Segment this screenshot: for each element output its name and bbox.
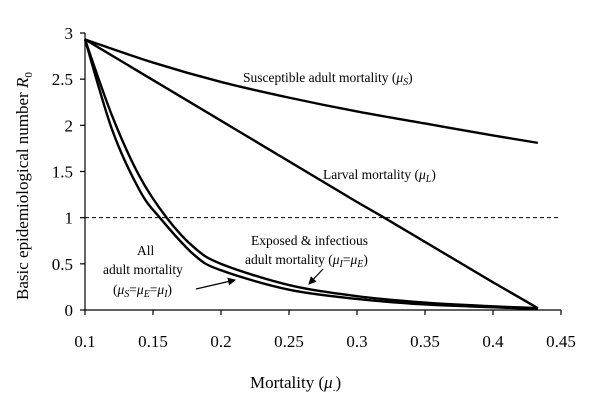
annotation-all-line2: adult mortality xyxy=(103,262,183,277)
y-tick-label: 0 xyxy=(65,301,74,320)
y-tick-label: 2.5 xyxy=(52,70,73,89)
series-susceptible-line xyxy=(84,38,539,145)
y-tick-label: 2 xyxy=(65,116,74,135)
series-larval-line xyxy=(84,38,539,310)
x-tick-label: 0.25 xyxy=(274,332,304,351)
y-tick-label: 3 xyxy=(65,24,74,43)
y-axis-title: Basic epidemiological number R0 xyxy=(13,72,35,300)
annotation-susceptible: Susceptible adult mortality (μS) xyxy=(243,70,413,88)
annotation-larval: Larval mortality (μL) xyxy=(323,167,436,185)
annotation-all-line1: All xyxy=(137,243,155,258)
x-axis-title: Mortality (μ.) xyxy=(250,373,341,394)
series-all-adult-line xyxy=(83,39,538,311)
annotation-exposed-line1: Exposed & infectious xyxy=(251,233,368,248)
arrow-exposed xyxy=(308,268,324,285)
annotation-all-line3: (μS=μE=μI) xyxy=(113,282,172,300)
annotation-exposed-line2: adult mortality (μI=μE) xyxy=(245,252,368,270)
x-tick-label: 0.4 xyxy=(482,332,504,351)
x-tick-label: 0.45 xyxy=(546,332,576,351)
series-exposed-infectious-line xyxy=(83,39,538,310)
x-tick-label: 0.1 xyxy=(74,332,95,351)
x-tick-label: 0.3 xyxy=(346,332,367,351)
y-tick-label: 1 xyxy=(65,209,74,228)
y-tick-label: 0.5 xyxy=(52,255,73,274)
x-tick-label: 0.15 xyxy=(138,332,168,351)
x-tick-label: 0.2 xyxy=(210,332,231,351)
x-tick-label: 0.35 xyxy=(410,332,440,351)
y-tick-label: 1.5 xyxy=(52,163,73,182)
arrow-all xyxy=(195,277,236,290)
